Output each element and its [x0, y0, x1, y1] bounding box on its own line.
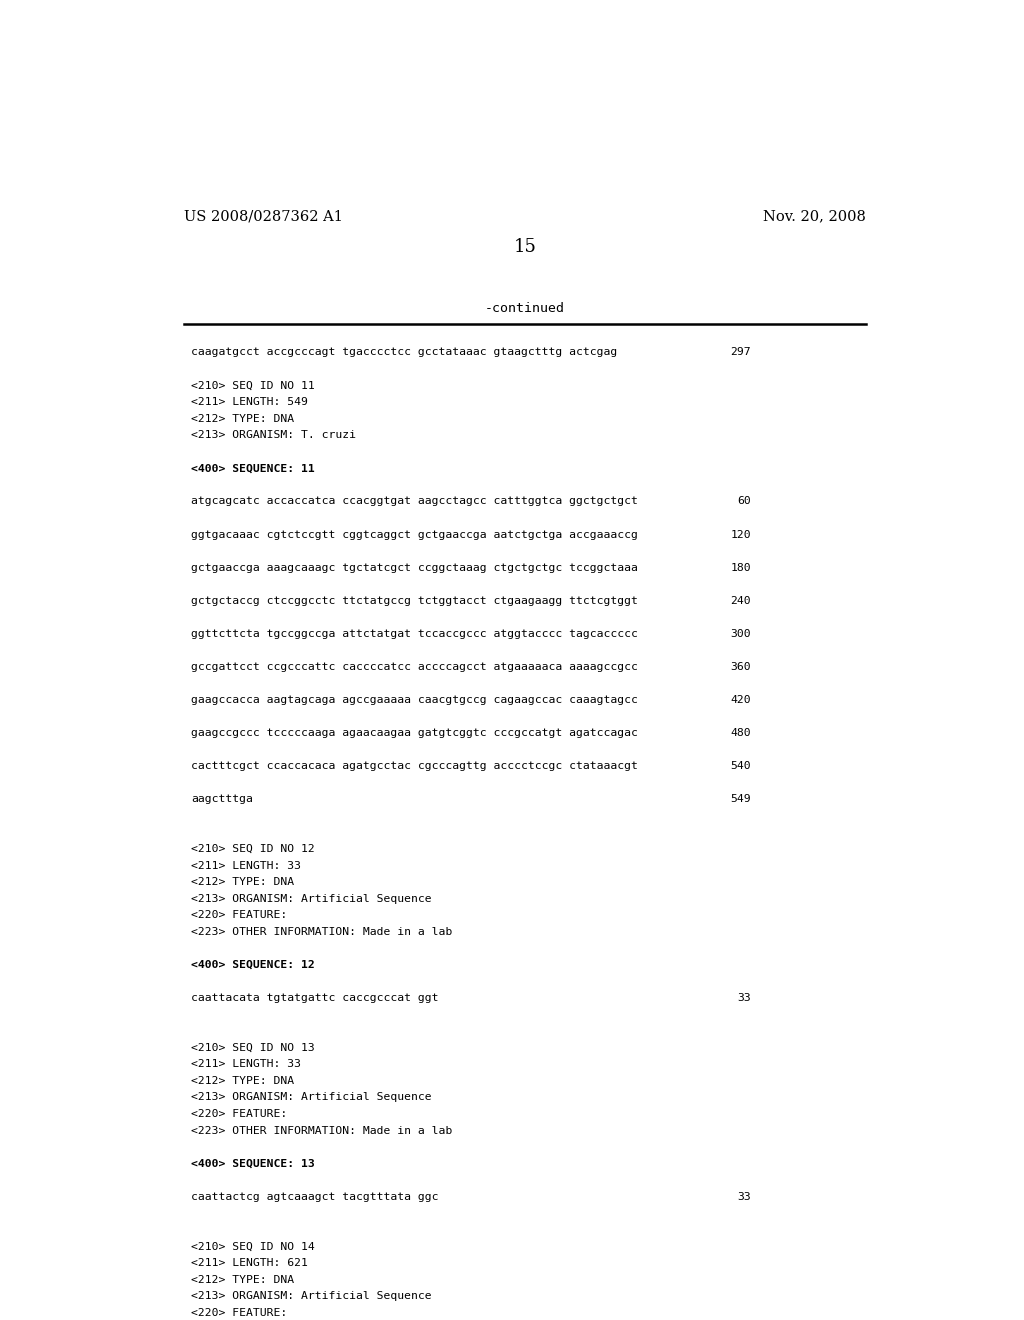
Text: <210> SEQ ID NO 13: <210> SEQ ID NO 13 [191, 1043, 315, 1053]
Text: <400> SEQUENCE: 13: <400> SEQUENCE: 13 [191, 1159, 315, 1168]
Text: <210> SEQ ID NO 14: <210> SEQ ID NO 14 [191, 1241, 315, 1251]
Text: <211> LENGTH: 33: <211> LENGTH: 33 [191, 1060, 301, 1069]
Text: <211> LENGTH: 33: <211> LENGTH: 33 [191, 861, 301, 871]
Text: gctgaaccga aaagcaaagc tgctatcgct ccggctaaag ctgctgctgc tccggctaaa: gctgaaccga aaagcaaagc tgctatcgct ccggcta… [191, 562, 638, 573]
Text: 549: 549 [730, 795, 751, 804]
Text: 420: 420 [730, 696, 751, 705]
Text: <212> TYPE: DNA: <212> TYPE: DNA [191, 1076, 295, 1086]
Text: <212> TYPE: DNA: <212> TYPE: DNA [191, 413, 295, 424]
Text: caagatgcct accgcccagt tgacccctcc gcctataaac gtaagctttg actcgag: caagatgcct accgcccagt tgacccctcc gcctata… [191, 347, 617, 358]
Text: ggtgacaaac cgtctccgtt cggtcaggct gctgaaccga aatctgctga accgaaaccg: ggtgacaaac cgtctccgtt cggtcaggct gctgaac… [191, 529, 638, 540]
Text: <212> TYPE: DNA: <212> TYPE: DNA [191, 878, 295, 887]
Text: <210> SEQ ID NO 12: <210> SEQ ID NO 12 [191, 843, 315, 854]
Text: gccgattcct ccgcccattc caccccatcc accccagcct atgaaaaaca aaaagccgcc: gccgattcct ccgcccattc caccccatcc accccag… [191, 663, 638, 672]
Text: 33: 33 [737, 1192, 751, 1201]
Text: caattacata tgtatgattc caccgcccat ggt: caattacata tgtatgattc caccgcccat ggt [191, 993, 439, 1003]
Text: <220> FEATURE:: <220> FEATURE: [191, 1308, 288, 1317]
Text: <213> ORGANISM: Artificial Sequence: <213> ORGANISM: Artificial Sequence [191, 1291, 432, 1302]
Text: aagctttga: aagctttga [191, 795, 253, 804]
Text: US 2008/0287362 A1: US 2008/0287362 A1 [183, 209, 342, 223]
Text: <213> ORGANISM: T. cruzi: <213> ORGANISM: T. cruzi [191, 430, 356, 440]
Text: <212> TYPE: DNA: <212> TYPE: DNA [191, 1275, 295, 1284]
Text: -continued: -continued [484, 302, 565, 315]
Text: <213> ORGANISM: Artificial Sequence: <213> ORGANISM: Artificial Sequence [191, 1093, 432, 1102]
Text: atgcagcatc accaccatca ccacggtgat aagcctagcc catttggtca ggctgctgct: atgcagcatc accaccatca ccacggtgat aagccta… [191, 496, 638, 507]
Text: caattactcg agtcaaagct tacgtttata ggc: caattactcg agtcaaagct tacgtttata ggc [191, 1192, 439, 1201]
Text: <223> OTHER INFORMATION: Made in a lab: <223> OTHER INFORMATION: Made in a lab [191, 927, 453, 937]
Text: 480: 480 [730, 729, 751, 738]
Text: <400> SEQUENCE: 11: <400> SEQUENCE: 11 [191, 463, 315, 474]
Text: gctgctaccg ctccggcctc ttctatgccg tctggtacct ctgaagaagg ttctcgtggt: gctgctaccg ctccggcctc ttctatgccg tctggta… [191, 595, 638, 606]
Text: <211> LENGTH: 549: <211> LENGTH: 549 [191, 397, 308, 407]
Text: <213> ORGANISM: Artificial Sequence: <213> ORGANISM: Artificial Sequence [191, 894, 432, 904]
Text: <211> LENGTH: 621: <211> LENGTH: 621 [191, 1258, 308, 1269]
Text: <220> FEATURE:: <220> FEATURE: [191, 1109, 288, 1119]
Text: 300: 300 [730, 628, 751, 639]
Text: 33: 33 [737, 993, 751, 1003]
Text: 297: 297 [730, 347, 751, 358]
Text: <210> SEQ ID NO 11: <210> SEQ ID NO 11 [191, 380, 315, 391]
Text: 360: 360 [730, 663, 751, 672]
Text: 15: 15 [513, 238, 537, 256]
Text: 60: 60 [737, 496, 751, 507]
Text: <223> OTHER INFORMATION: Made in a lab: <223> OTHER INFORMATION: Made in a lab [191, 1126, 453, 1135]
Text: 540: 540 [730, 762, 751, 771]
Text: <220> FEATURE:: <220> FEATURE: [191, 911, 288, 920]
Text: 240: 240 [730, 595, 751, 606]
Text: cactttcgct ccaccacaca agatgcctac cgcccagttg acccctccgc ctataaacgt: cactttcgct ccaccacaca agatgcctac cgcccag… [191, 762, 638, 771]
Text: 120: 120 [730, 529, 751, 540]
Text: gaagccgccc tcccccaaga agaacaagaa gatgtcggtc cccgccatgt agatccagac: gaagccgccc tcccccaaga agaacaagaa gatgtcg… [191, 729, 638, 738]
Text: gaagccacca aagtagcaga agccgaaaaa caacgtgccg cagaagccac caaagtagcc: gaagccacca aagtagcaga agccgaaaaa caacgtg… [191, 696, 638, 705]
Text: 180: 180 [730, 562, 751, 573]
Text: Nov. 20, 2008: Nov. 20, 2008 [763, 209, 866, 223]
Text: <400> SEQUENCE: 12: <400> SEQUENCE: 12 [191, 960, 315, 970]
Text: ggttcttcta tgccggccga attctatgat tccaccgccc atggtacccc tagcaccccc: ggttcttcta tgccggccga attctatgat tccaccg… [191, 628, 638, 639]
